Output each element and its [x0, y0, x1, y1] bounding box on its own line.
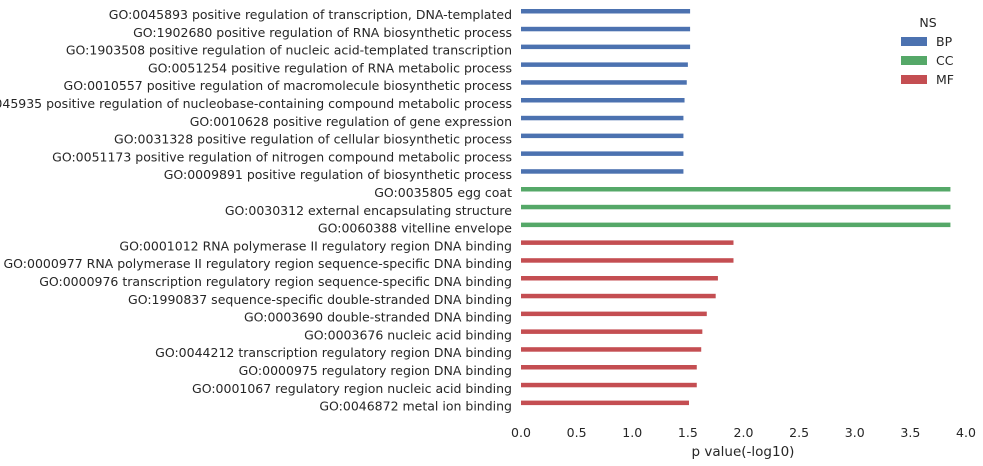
category-label: GO:0000975 regulatory region DNA binding [239, 363, 512, 378]
bar-cc [521, 187, 951, 192]
x-tick-label: 0.5 [567, 425, 587, 440]
x-tick-label: 2.0 [734, 425, 754, 440]
category-label: GO:0009891 positive regulation of biosyn… [164, 167, 512, 182]
x-tick-label: 1.0 [622, 425, 642, 440]
bar-mf [521, 293, 716, 299]
bar-bp [521, 98, 685, 103]
legend-swatch-bp [901, 37, 927, 46]
category-label: GO:0003690 double-stranded DNA binding [244, 310, 512, 325]
category-label: GO:0031328 positive regulation of cellul… [114, 132, 512, 147]
bar-series [521, 9, 951, 406]
category-label: GO:1903508 positive regulation of nuclei… [66, 43, 512, 58]
bar-bp [521, 115, 684, 121]
bar-mf [521, 276, 718, 281]
category-label: GO:0045893 positive regulation of transc… [109, 7, 512, 22]
legend-swatch-mf [901, 75, 927, 84]
category-label: GO:0046872 metal ion binding [319, 399, 512, 414]
bar-mf [521, 400, 689, 406]
bar-bp [521, 62, 688, 67]
bar-mf [521, 240, 734, 245]
bar-mf [521, 382, 697, 388]
x-tick-label: 3.5 [900, 425, 920, 440]
x-axis: 0.0 0.5 1.0 1.5 2.0 2.5 3.0 3.5 4.0 [511, 425, 976, 440]
legend-title: NS [919, 15, 936, 30]
category-label: GO:0035805 egg coat [374, 185, 512, 200]
category-label: GO:0044212 transcription regulatory regi… [155, 345, 512, 360]
category-label: GO:1990837 sequence-specific double-stra… [128, 292, 512, 307]
legend-swatch-cc [901, 56, 927, 65]
category-labels: GO:0045893 positive regulation of transc… [0, 7, 512, 414]
legend: NS BP CC MF [901, 15, 954, 87]
bar-mf [521, 258, 734, 263]
bar-mf [521, 365, 697, 370]
legend-entry-label: BP [936, 34, 953, 49]
bar-cc [521, 222, 951, 228]
category-label: GO:1902680 positive regulation of RNA bi… [133, 25, 512, 40]
category-label: GO:0045935 positive regulation of nucleo… [0, 96, 512, 111]
bar-bp [521, 151, 684, 156]
category-label: GO:0000977 RNA polymerase II regulatory … [3, 256, 512, 271]
category-label: GO:0003676 nucleic acid binding [304, 327, 512, 342]
legend-entry-label: CC [936, 53, 954, 68]
category-label: GO:0010557 positive regulation of macrom… [64, 78, 512, 93]
category-label: GO:0051173 positive regulation of nitrog… [52, 149, 512, 164]
category-label: GO:0010628 positive regulation of gene e… [190, 114, 512, 129]
category-label: GO:0000976 transcription regulatory regi… [39, 274, 512, 289]
bar-bp [521, 80, 687, 85]
bar-bp [521, 133, 684, 139]
legend-entry-label: MF [936, 72, 954, 87]
bar-mf [521, 329, 703, 334]
x-tick-label: 4.0 [956, 425, 976, 440]
bar-cc [521, 204, 951, 210]
x-tick-label: 0.0 [511, 425, 531, 440]
category-label: GO:0060388 vitelline envelope [318, 221, 512, 236]
bar-mf [521, 311, 707, 317]
category-label: GO:0051254 positive regulation of RNA me… [148, 60, 512, 75]
bar-bp [521, 44, 691, 50]
bar-bp [521, 169, 684, 174]
category-label: GO:0001012 RNA polymerase II regulatory … [119, 238, 512, 253]
x-tick-label: 3.0 [845, 425, 865, 440]
x-axis-title: p value(-log10) [692, 444, 795, 460]
category-label: GO:0030312 external encapsulating struct… [225, 203, 512, 218]
bar-bp [521, 9, 691, 14]
x-tick-label: 2.5 [789, 425, 809, 440]
bar-bp [521, 26, 691, 32]
bar-mf [521, 347, 702, 352]
x-tick-label: 1.5 [678, 425, 698, 440]
category-label: GO:0001067 regulatory region nucleic aci… [192, 381, 512, 396]
